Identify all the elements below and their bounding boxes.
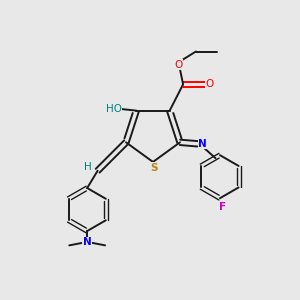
Text: F: F — [219, 202, 226, 212]
Text: O: O — [174, 60, 182, 70]
Text: HO: HO — [106, 104, 122, 114]
Text: S: S — [150, 163, 157, 173]
Text: O: O — [206, 79, 214, 89]
Text: H: H — [84, 162, 92, 172]
Text: N: N — [198, 139, 207, 149]
Text: N: N — [83, 237, 92, 248]
